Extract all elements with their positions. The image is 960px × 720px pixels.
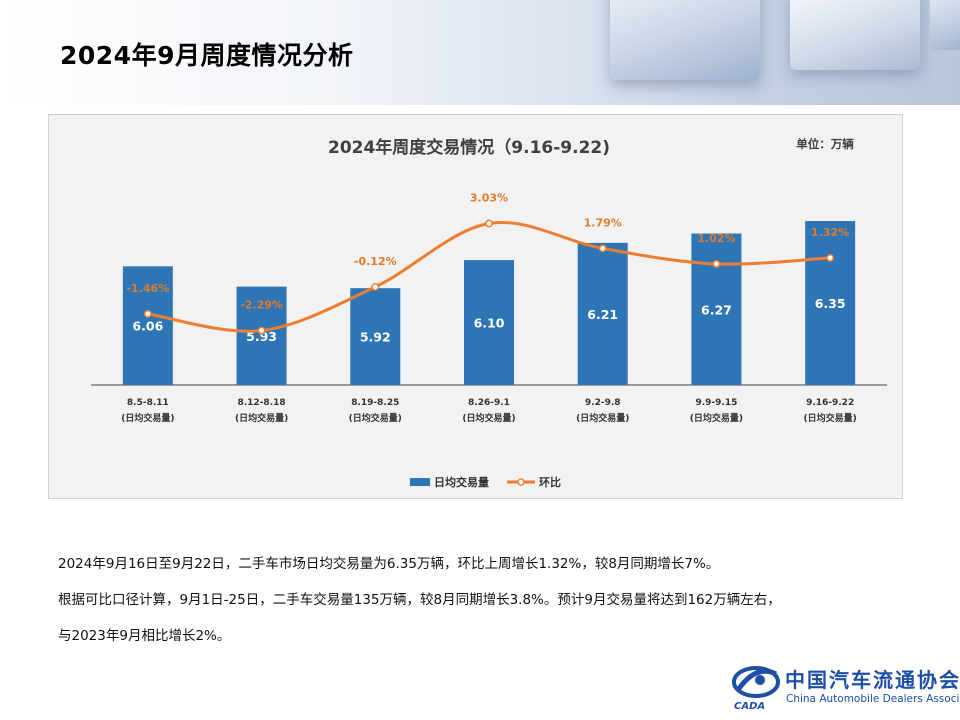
bar-9.16-9.22 — [805, 221, 856, 385]
chart-title: 2024年周度交易情况（9.16-9.22) — [328, 137, 610, 158]
x-tick-sublabel: (日均交易量) — [804, 412, 857, 424]
org-name-en: China Automobile Dealers Association — [786, 693, 960, 705]
legend-swatch-bar — [410, 478, 430, 486]
x-tick-label: 8.26-9.1 — [468, 398, 510, 408]
weekly-volume-chart: 2024年周度交易情况（9.16-9.22) 单位：万辆 6.06 8.5-8.11 (… — [91, 137, 887, 489]
bar-8.19-8.25 — [350, 288, 401, 385]
page-title: 2024年9月周度情况分析 — [60, 41, 354, 70]
x-tick-label: 8.19-8.25 — [351, 398, 399, 408]
bar-value-label: 6.10 — [474, 316, 505, 331]
bar-8.26-9.1 — [464, 260, 514, 385]
mom-change-label: -0.12% — [354, 255, 397, 268]
summary-paragraph-2: 根据可比口径计算，9月1日-25日，二手车交易量135万辆，较8月同期增长3.8… — [58, 592, 781, 608]
header-banner — [0, 0, 960, 105]
mom-change-label: 3.03% — [470, 191, 508, 204]
bar-value-label: 6.27 — [701, 302, 732, 317]
mom-change-label: -2.29% — [240, 299, 283, 312]
x-tick-label: 8.5-8.11 — [127, 398, 169, 408]
mom-change-point — [485, 219, 493, 228]
chart-panel: 2024年周度交易情况（9.16-9.22) 单位：万辆 6.06 8.5-8.11 (… — [48, 114, 903, 499]
mom-change-label: 1.02% — [697, 232, 735, 245]
bar-value-label: 6.35 — [815, 296, 846, 311]
summary-paragraph-1: 2024年9月16日至9月22日，二手车市场日均交易量为6.35万辆，环比上周增… — [58, 556, 720, 572]
chart-unit-label: 单位：万辆 — [796, 137, 854, 151]
mom-change-label: 1.79% — [584, 216, 622, 229]
x-tick-label: 8.12-8.18 — [237, 398, 285, 408]
x-tick-sublabel: (日均交易量) — [235, 412, 288, 424]
summary-paragraph-3: 与2023年9月相比增长2%。 — [58, 628, 231, 644]
x-tick-label: 9.16-9.22 — [806, 398, 854, 408]
mom-change-point — [598, 244, 607, 253]
cada-logo: CADA 中国汽车流通协会 China Automobile Dealers A… — [730, 660, 960, 715]
bar-value-label: 6.06 — [132, 319, 163, 334]
decorative-cube — [790, 0, 920, 70]
bar-8.12-8.18 — [236, 286, 287, 385]
x-tick-label: 9.9-9.15 — [695, 398, 737, 408]
x-tick-sublabel: (日均交易量) — [349, 412, 402, 424]
x-tick-sublabel: (日均交易量) — [576, 412, 629, 424]
mom-change-label: -1.46% — [126, 282, 169, 295]
decorative-cube — [610, 0, 760, 80]
legend-swatch-marker — [517, 478, 525, 486]
bar-value-label: 5.92 — [360, 330, 391, 345]
x-tick-sublabel: (日均交易量) — [462, 412, 515, 424]
bar-9.9-9.15 — [691, 233, 742, 385]
mom-change-point — [143, 309, 152, 318]
legend-label-volume: 日均交易量 — [434, 475, 489, 489]
mom-change-label: 1.32% — [811, 226, 849, 239]
bar-8.5-8.11 — [122, 266, 173, 385]
svg-text:CADA: CADA — [734, 701, 765, 712]
org-name-cn: 中国汽车流通协会 — [785, 668, 960, 692]
decorative-cube — [930, 0, 960, 50]
legend-label-mom: 环比 — [539, 475, 561, 489]
mom-change-point — [712, 259, 721, 268]
x-tick-label: 9.2-9.8 — [585, 398, 621, 408]
cada-logo-icon: CADA — [732, 666, 780, 712]
bar-9.2-9.8 — [577, 242, 628, 385]
mom-change-point — [371, 282, 380, 291]
mom-change-point — [826, 253, 835, 262]
mom-change-point — [257, 326, 266, 335]
x-tick-sublabel: (日均交易量) — [690, 412, 743, 424]
x-tick-sublabel: (日均交易量) — [121, 412, 174, 424]
bar-value-label: 6.21 — [587, 307, 618, 322]
